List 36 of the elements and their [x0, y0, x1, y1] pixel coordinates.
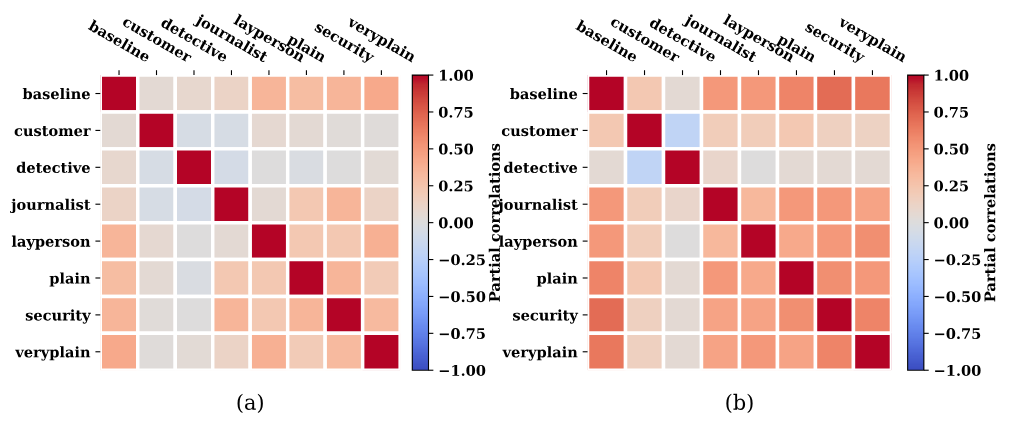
y-tick-label: detective: [504, 161, 578, 174]
color-bar-label: −1.00: [439, 364, 486, 376]
color-bar-title: Partial correlations: [984, 143, 996, 302]
color-bar-label: 0.50: [438, 143, 474, 155]
color-bar-label: −0.75: [935, 328, 981, 340]
y-tick-label: baseline: [22, 87, 90, 100]
x-axis-title: (b): [726, 393, 753, 413]
color-bar-label: 1.00: [935, 69, 969, 81]
color-bar-label: −1.00: [935, 364, 981, 376]
color-bar-label: 0.75: [934, 106, 968, 118]
y-tick-label: layperson: [11, 235, 91, 250]
color-bar-label: 1.00: [440, 69, 474, 81]
color-bar-label: −0.75: [439, 328, 485, 340]
y-tick-label: security: [25, 309, 91, 324]
y-tick-label: security: [513, 309, 579, 324]
color-bar-label: −0.50: [935, 291, 981, 303]
color-bar-label: 0.75: [438, 106, 473, 118]
color-bar-label: −0.25: [935, 254, 981, 266]
y-tick-label: plain: [49, 272, 91, 287]
color-bar-label: −0.50: [439, 291, 486, 303]
y-tick-label: baseline: [510, 87, 578, 100]
x-axis-title: (a): [237, 393, 263, 413]
y-tick-label: layperson: [499, 235, 578, 250]
color-bar-label: −0.25: [439, 254, 485, 266]
color-bar-label: 0.00: [934, 217, 969, 229]
color-bar-label: 0.25: [438, 180, 473, 192]
y-tick-label: customer: [501, 126, 578, 137]
y-tick-label: journalist: [10, 198, 91, 213]
color-bar-label: 0.25: [934, 180, 968, 192]
y-tick-label: customer: [14, 126, 91, 137]
color-bar-label: 0.50: [934, 143, 969, 155]
y-tick-label: veryplain: [502, 346, 578, 361]
color-bar-label: 0.00: [438, 217, 474, 229]
y-tick-label: detective: [16, 161, 90, 174]
y-tick-label: veryplain: [15, 346, 91, 361]
y-tick-label: plain: [536, 272, 578, 287]
